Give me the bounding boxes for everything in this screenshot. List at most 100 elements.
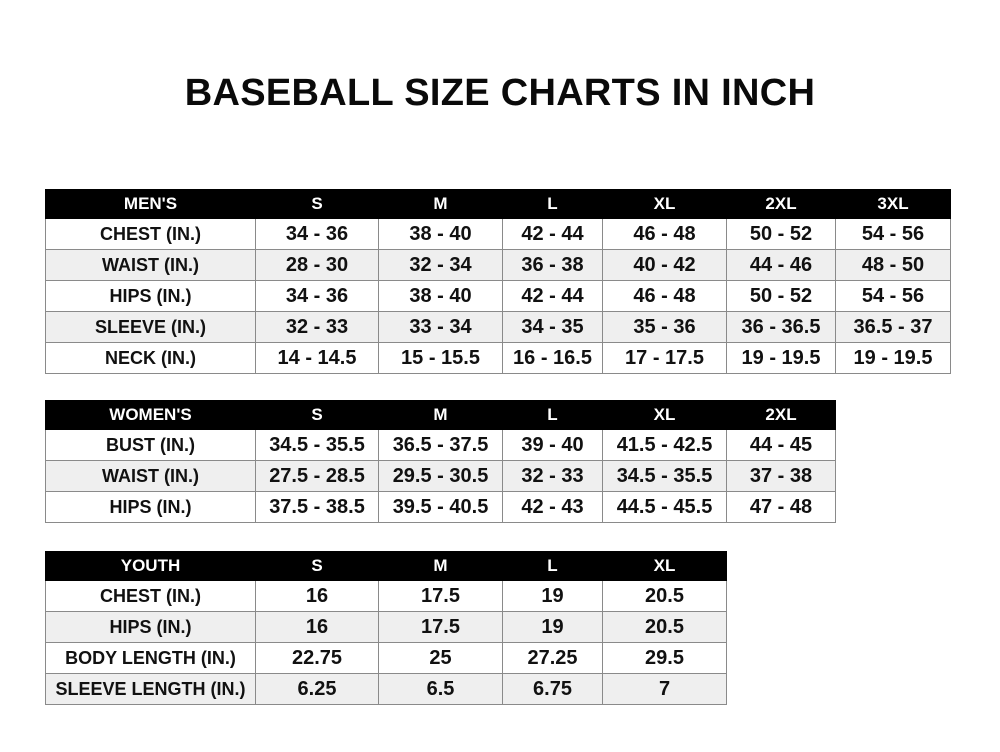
- measurement-label: SLEEVE LENGTH (IN.): [45, 673, 256, 705]
- table-row: HIPS (IN.) 16 17.5 19 20.5: [45, 611, 727, 643]
- measurement-label: BODY LENGTH (IN.): [45, 642, 256, 674]
- size-value-cell: 54 - 56: [835, 218, 951, 250]
- size-value-cell: 32 - 34: [378, 249, 503, 281]
- table-row: WAIST (IN.) 28 - 30 32 - 34 36 - 38 40 - 42 4…: [45, 249, 951, 281]
- size-value-cell: 38 - 40: [378, 280, 503, 312]
- measurement-label: BUST (IN.): [45, 429, 256, 461]
- size-value-cell: 44 - 46: [726, 249, 836, 281]
- size-value-cell: 40 - 42: [602, 249, 727, 281]
- size-value-cell: 17 - 17.5: [602, 342, 727, 374]
- size-header: L: [502, 400, 603, 430]
- measurement-label: CHEST (IN.): [45, 580, 256, 612]
- size-value-cell: 29.5 - 30.5: [378, 460, 503, 492]
- size-value-cell: 6.25: [255, 673, 379, 705]
- size-value-cell: 34 - 35: [502, 311, 603, 343]
- size-header: M: [378, 400, 503, 430]
- size-value-cell: 16: [255, 580, 379, 612]
- measurement-label: NECK (IN.): [45, 342, 256, 374]
- womens-size-table: WOMEN'S S M L XL 2XL BUST (IN.) 34.5 - 35.5 36.5…: [45, 400, 836, 523]
- size-value-cell: 38 - 40: [378, 218, 503, 250]
- size-value-cell: 19: [502, 611, 603, 643]
- size-value-cell: 7: [602, 673, 727, 705]
- size-value-cell: 42 - 43: [502, 491, 603, 523]
- size-value-cell: 34 - 36: [255, 218, 379, 250]
- size-value-cell: 29.5: [602, 642, 727, 674]
- size-value-cell: 44 - 45: [726, 429, 836, 461]
- table-row: BODY LENGTH (IN.) 22.75 25 27.25 29.5: [45, 642, 727, 674]
- size-value-cell: 32 - 33: [502, 460, 603, 492]
- size-value-cell: 33 - 34: [378, 311, 503, 343]
- size-header: 3XL: [835, 189, 951, 219]
- size-header: M: [378, 551, 503, 581]
- size-header: S: [255, 400, 379, 430]
- size-value-cell: 50 - 52: [726, 218, 836, 250]
- size-value-cell: 32 - 33: [255, 311, 379, 343]
- size-value-cell: 46 - 48: [602, 218, 727, 250]
- measurement-label: SLEEVE (IN.): [45, 311, 256, 343]
- size-value-cell: 39 - 40: [502, 429, 603, 461]
- measurement-label: HIPS (IN.): [45, 280, 256, 312]
- size-header: S: [255, 551, 379, 581]
- measurement-label: WAIST (IN.): [45, 460, 256, 492]
- table-row: CHEST (IN.) 34 - 36 38 - 40 42 - 44 46 - 48 5…: [45, 218, 951, 250]
- size-value-cell: 6.5: [378, 673, 503, 705]
- size-header: L: [502, 551, 603, 581]
- measurement-label: CHEST (IN.): [45, 218, 256, 250]
- measurement-label: WAIST (IN.): [45, 249, 256, 281]
- size-value-cell: 36.5 - 37: [835, 311, 951, 343]
- size-value-cell: 34 - 36: [255, 280, 379, 312]
- size-value-cell: 50 - 52: [726, 280, 836, 312]
- size-value-cell: 36.5 - 37.5: [378, 429, 503, 461]
- category-header: WOMEN'S: [45, 400, 256, 430]
- table-row: HIPS (IN.) 37.5 - 38.5 39.5 - 40.5 42 - 43 4…: [45, 491, 836, 523]
- size-value-cell: 27.25: [502, 642, 603, 674]
- size-value-cell: 16: [255, 611, 379, 643]
- size-value-cell: 25: [378, 642, 503, 674]
- size-value-cell: 14 - 14.5: [255, 342, 379, 374]
- header-row: WOMEN'S S M L XL 2XL: [45, 400, 836, 430]
- size-header: 2XL: [726, 189, 836, 219]
- size-value-cell: 36 - 38: [502, 249, 603, 281]
- page-title: BASEBALL SIZE CHARTS IN INCH: [184, 72, 816, 114]
- size-value-cell: 17.5: [378, 580, 503, 612]
- size-value-cell: 42 - 44: [502, 280, 603, 312]
- size-value-cell: 15 - 15.5: [378, 342, 503, 374]
- size-value-cell: 46 - 48: [602, 280, 727, 312]
- size-header: M: [378, 189, 503, 219]
- size-value-cell: 36 - 36.5: [726, 311, 836, 343]
- size-value-cell: 22.75: [255, 642, 379, 674]
- size-header: XL: [602, 189, 727, 219]
- size-value-cell: 27.5 - 28.5: [255, 460, 379, 492]
- size-value-cell: 39.5 - 40.5: [378, 491, 503, 523]
- size-value-cell: 19: [502, 580, 603, 612]
- table-row: SLEEVE (IN.) 32 - 33 33 - 34 34 - 35 35 - 36…: [45, 311, 951, 343]
- table-row: WAIST (IN.) 27.5 - 28.5 29.5 - 30.5 32 - 33…: [45, 460, 836, 492]
- size-value-cell: 48 - 50: [835, 249, 951, 281]
- size-header: 2XL: [726, 400, 836, 430]
- measurement-label: HIPS (IN.): [45, 611, 256, 643]
- size-value-cell: 6.75: [502, 673, 603, 705]
- table-row: CHEST (IN.) 16 17.5 19 20.5: [45, 580, 727, 612]
- table-row: SLEEVE LENGTH (IN.) 6.25 6.5 6.75 7: [45, 673, 727, 705]
- size-value-cell: 35 - 36: [602, 311, 727, 343]
- size-value-cell: 37 - 38: [726, 460, 836, 492]
- size-header: L: [502, 189, 603, 219]
- size-value-cell: 20.5: [602, 580, 727, 612]
- youth-size-table: YOUTH S M L XL CHEST (IN.) 16 17.5 19 20.5 HIPS (I…: [45, 551, 727, 705]
- table-row: NECK (IN.) 14 - 14.5 15 - 15.5 16 - 16.5 17 …: [45, 342, 951, 374]
- size-header: XL: [602, 400, 727, 430]
- size-header: XL: [602, 551, 727, 581]
- table-row: BUST (IN.) 34.5 - 35.5 36.5 - 37.5 39 - 40 4…: [45, 429, 836, 461]
- category-header: YOUTH: [45, 551, 256, 581]
- table-row: HIPS (IN.) 34 - 36 38 - 40 42 - 44 46 - 48 50…: [45, 280, 951, 312]
- size-value-cell: 17.5: [378, 611, 503, 643]
- size-value-cell: 19 - 19.5: [726, 342, 836, 374]
- header-row: MEN'S S M L XL 2XL 3XL: [45, 189, 951, 219]
- size-value-cell: 42 - 44: [502, 218, 603, 250]
- size-value-cell: 34.5 - 35.5: [602, 460, 727, 492]
- size-value-cell: 19 - 19.5: [835, 342, 951, 374]
- size-header: S: [255, 189, 379, 219]
- category-header: MEN'S: [45, 189, 256, 219]
- size-value-cell: 41.5 - 42.5: [602, 429, 727, 461]
- size-value-cell: 16 - 16.5: [502, 342, 603, 374]
